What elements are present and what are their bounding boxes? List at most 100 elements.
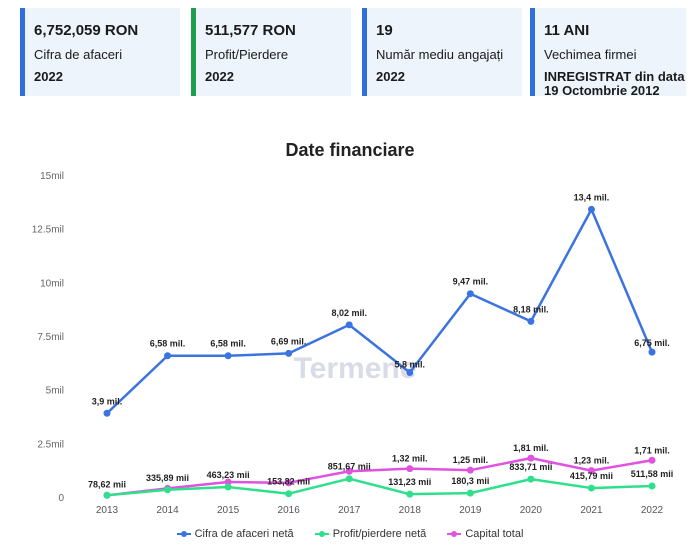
data-label: 511,58 mii xyxy=(631,469,674,479)
card-employees: 19 Număr mediu angajați 2022 xyxy=(362,8,522,96)
data-point xyxy=(406,368,414,376)
chart-title: Date financiare xyxy=(285,140,415,160)
data-point xyxy=(648,456,656,464)
x-tick-label: 2021 xyxy=(580,505,603,516)
legend-item-turnover[interactable]: Cifra de afaceri netă xyxy=(176,528,294,540)
card-year: 2022 xyxy=(205,69,234,84)
data-label: 1,25 mil. xyxy=(453,455,489,465)
data-label: 8,18 mil. xyxy=(513,304,549,314)
data-point xyxy=(345,475,353,483)
x-tick-label: 2019 xyxy=(459,505,482,516)
chart-legend: Cifra de afaceri netă Profit/pierdere ne… xyxy=(0,528,700,540)
y-tick-label: 12.5mil xyxy=(32,225,64,236)
data-label: 13,4 mil. xyxy=(574,192,610,202)
card-value: 6,752,059 RON xyxy=(34,22,139,39)
data-point xyxy=(224,483,232,491)
legend-label: Profit/pierdere netă xyxy=(332,528,427,540)
series-line xyxy=(106,456,653,497)
data-point xyxy=(164,352,172,360)
legend-item-profit[interactable]: Profit/pierdere netă xyxy=(314,528,427,540)
y-tick-label: 7.5mil xyxy=(37,332,64,343)
data-point xyxy=(406,490,414,498)
data-label: 131,23 mii xyxy=(388,477,431,487)
series-line xyxy=(106,477,653,497)
legend-swatch xyxy=(447,529,462,539)
data-label: 1,81 mil. xyxy=(513,443,549,453)
data-label: 833,71 mii xyxy=(509,462,552,472)
card-year: 2022 xyxy=(376,69,405,84)
legend-swatch xyxy=(176,529,191,539)
y-tick-label: 5mil xyxy=(46,386,64,397)
data-label: 415,79 mii xyxy=(570,471,613,481)
x-tick-label: 2013 xyxy=(96,505,119,516)
data-label: 6,58 mil. xyxy=(210,339,246,349)
data-label: 6,75 mil. xyxy=(634,338,670,348)
series-line xyxy=(106,208,654,415)
data-point xyxy=(466,489,474,497)
card-profit: 511,577 RON Profit/Pierdere 2022 xyxy=(191,8,351,96)
data-point xyxy=(527,317,535,325)
data-point xyxy=(648,482,656,490)
card-accent-bar xyxy=(362,8,367,96)
data-label: 1,32 mil. xyxy=(392,454,428,464)
data-point xyxy=(285,490,293,498)
card-accent-bar xyxy=(530,8,535,96)
watermark-text: Termene xyxy=(294,352,417,385)
data-point xyxy=(285,349,293,357)
data-point xyxy=(224,352,232,360)
x-tick-label: 2016 xyxy=(278,505,301,516)
card-turnover: 6,752,059 RON Cifra de afaceri 2022 xyxy=(20,8,180,96)
y-tick-label: 2.5mil xyxy=(37,439,64,450)
data-label: 9,47 mil. xyxy=(453,277,489,287)
data-point xyxy=(466,290,474,298)
data-point xyxy=(285,479,293,487)
card-registration-date: INREGISTRAT din data 19 Octombrie 2012 xyxy=(544,69,685,98)
data-label: 5,8 mil. xyxy=(395,359,426,369)
data-point xyxy=(527,454,535,462)
card-label: Vechimea firmei xyxy=(544,47,637,62)
data-point xyxy=(648,348,656,356)
data-point xyxy=(587,205,595,213)
legend-label: Capital total xyxy=(465,528,524,540)
data-label: 78,62 mii xyxy=(88,479,126,489)
data-point xyxy=(587,484,595,492)
card-label: Profit/Pierdere xyxy=(205,47,289,62)
card-accent-bar xyxy=(191,8,196,96)
data-label: 6,69 mil. xyxy=(271,336,307,346)
data-label: 153,82 mii xyxy=(267,477,310,487)
data-point xyxy=(103,491,111,499)
data-label: 8,02 mil. xyxy=(331,308,367,318)
card-value: 511,577 RON xyxy=(205,22,296,39)
y-tick-label: 0 xyxy=(58,493,64,504)
data-label: 1,23 mil. xyxy=(574,456,610,466)
legend-item-capital[interactable]: Capital total xyxy=(447,528,523,540)
data-label: 180,3 mii xyxy=(451,476,489,486)
data-point xyxy=(587,467,595,475)
data-point xyxy=(345,321,353,329)
data-label: 3,9 mil. xyxy=(92,396,123,406)
data-point xyxy=(164,486,172,494)
data-point xyxy=(527,475,535,483)
financial-line-chart: Termene 0 2.5mil 5mil 7.5mil 10mil 12.5mil 15mi… xyxy=(32,171,674,516)
data-label: 851,67 mii xyxy=(328,462,371,472)
card-year: 2022 xyxy=(34,69,63,84)
data-label: 335,89 mii xyxy=(146,473,189,483)
y-tick-label: 10mil xyxy=(40,278,64,289)
card-value: 11 ANI xyxy=(544,22,590,39)
data-point xyxy=(466,466,474,474)
x-tick-label: 2015 xyxy=(217,505,240,516)
legend-swatch xyxy=(314,529,329,539)
data-label: 463,23 mii xyxy=(207,470,250,480)
legend-label: Cifra de afaceri netă xyxy=(194,528,294,540)
y-tick-label: 15mil xyxy=(40,171,64,182)
x-tick-label: 2022 xyxy=(641,505,664,516)
data-label: 1,71 mil. xyxy=(634,445,670,455)
card-label: Cifra de afaceri xyxy=(34,47,123,62)
x-tick-label: 2020 xyxy=(520,505,543,516)
data-point xyxy=(406,465,414,473)
card-label: Număr mediu angajați xyxy=(376,47,504,62)
x-tick-label: 2018 xyxy=(399,505,422,516)
data-point xyxy=(224,478,232,486)
x-tick-label: 2017 xyxy=(338,505,361,516)
x-tick-label: 2014 xyxy=(156,505,179,516)
